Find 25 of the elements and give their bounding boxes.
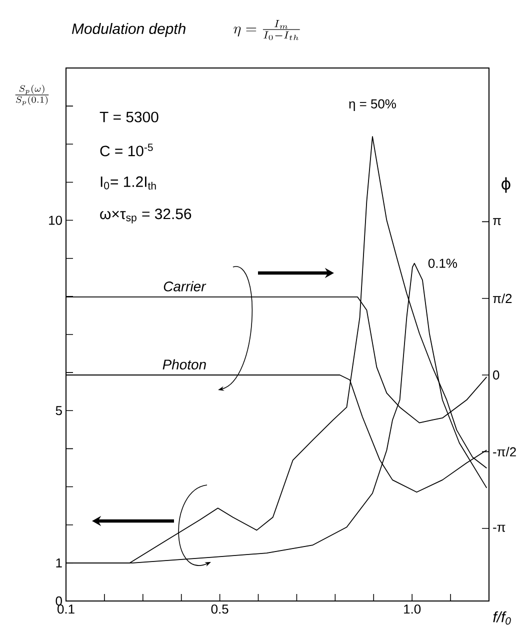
annotation: T = 5300 bbox=[100, 112, 158, 122]
chart-title: Modulation depth bbox=[72, 23, 186, 37]
text: η = 50% bbox=[349, 99, 396, 112]
x-tick-label: 1.0 bbox=[404, 604, 421, 614]
annotation: I$_{0}$= 1.2I$_{th}$ bbox=[100, 176, 156, 190]
y2-tick-label: -π bbox=[493, 524, 506, 532]
y-tick-label: 10 bbox=[49, 216, 62, 225]
y-tick-label: 0 bbox=[56, 596, 62, 606]
y2-tick-label: -π/2 bbox=[493, 446, 516, 456]
annotation: ω×τ$_{sp}$ = 32.56 bbox=[100, 208, 192, 224]
y-tick-label: 1 bbox=[56, 558, 62, 568]
y2-tick-label: π bbox=[493, 218, 501, 226]
x-tick-label: 0.5 bbox=[211, 604, 228, 614]
y-axis-title: $\frac{S_p(\omega)}{S_p(0.1)}$ bbox=[15, 84, 49, 106]
y-tick-label: 5 bbox=[56, 406, 62, 416]
annotation: C = 10$^{-5}$ bbox=[100, 144, 153, 156]
series-label: 0.1% bbox=[428, 258, 458, 268]
x-tick-label: 0.1 bbox=[58, 604, 74, 614]
chart-subtitle: $\eta = \frac{I_m}{I_0 - I_{th}}$ bbox=[234, 20, 300, 40]
y2-tick-label: 0 bbox=[493, 370, 500, 380]
series-label: Carrier bbox=[164, 281, 206, 292]
series-label: Photon bbox=[162, 359, 206, 370]
y2-axis-title: ϕ bbox=[502, 177, 510, 193]
y2-tick-label: π/2 bbox=[493, 294, 512, 304]
x-axis-title: f/f$_{0}$ bbox=[493, 611, 511, 625]
